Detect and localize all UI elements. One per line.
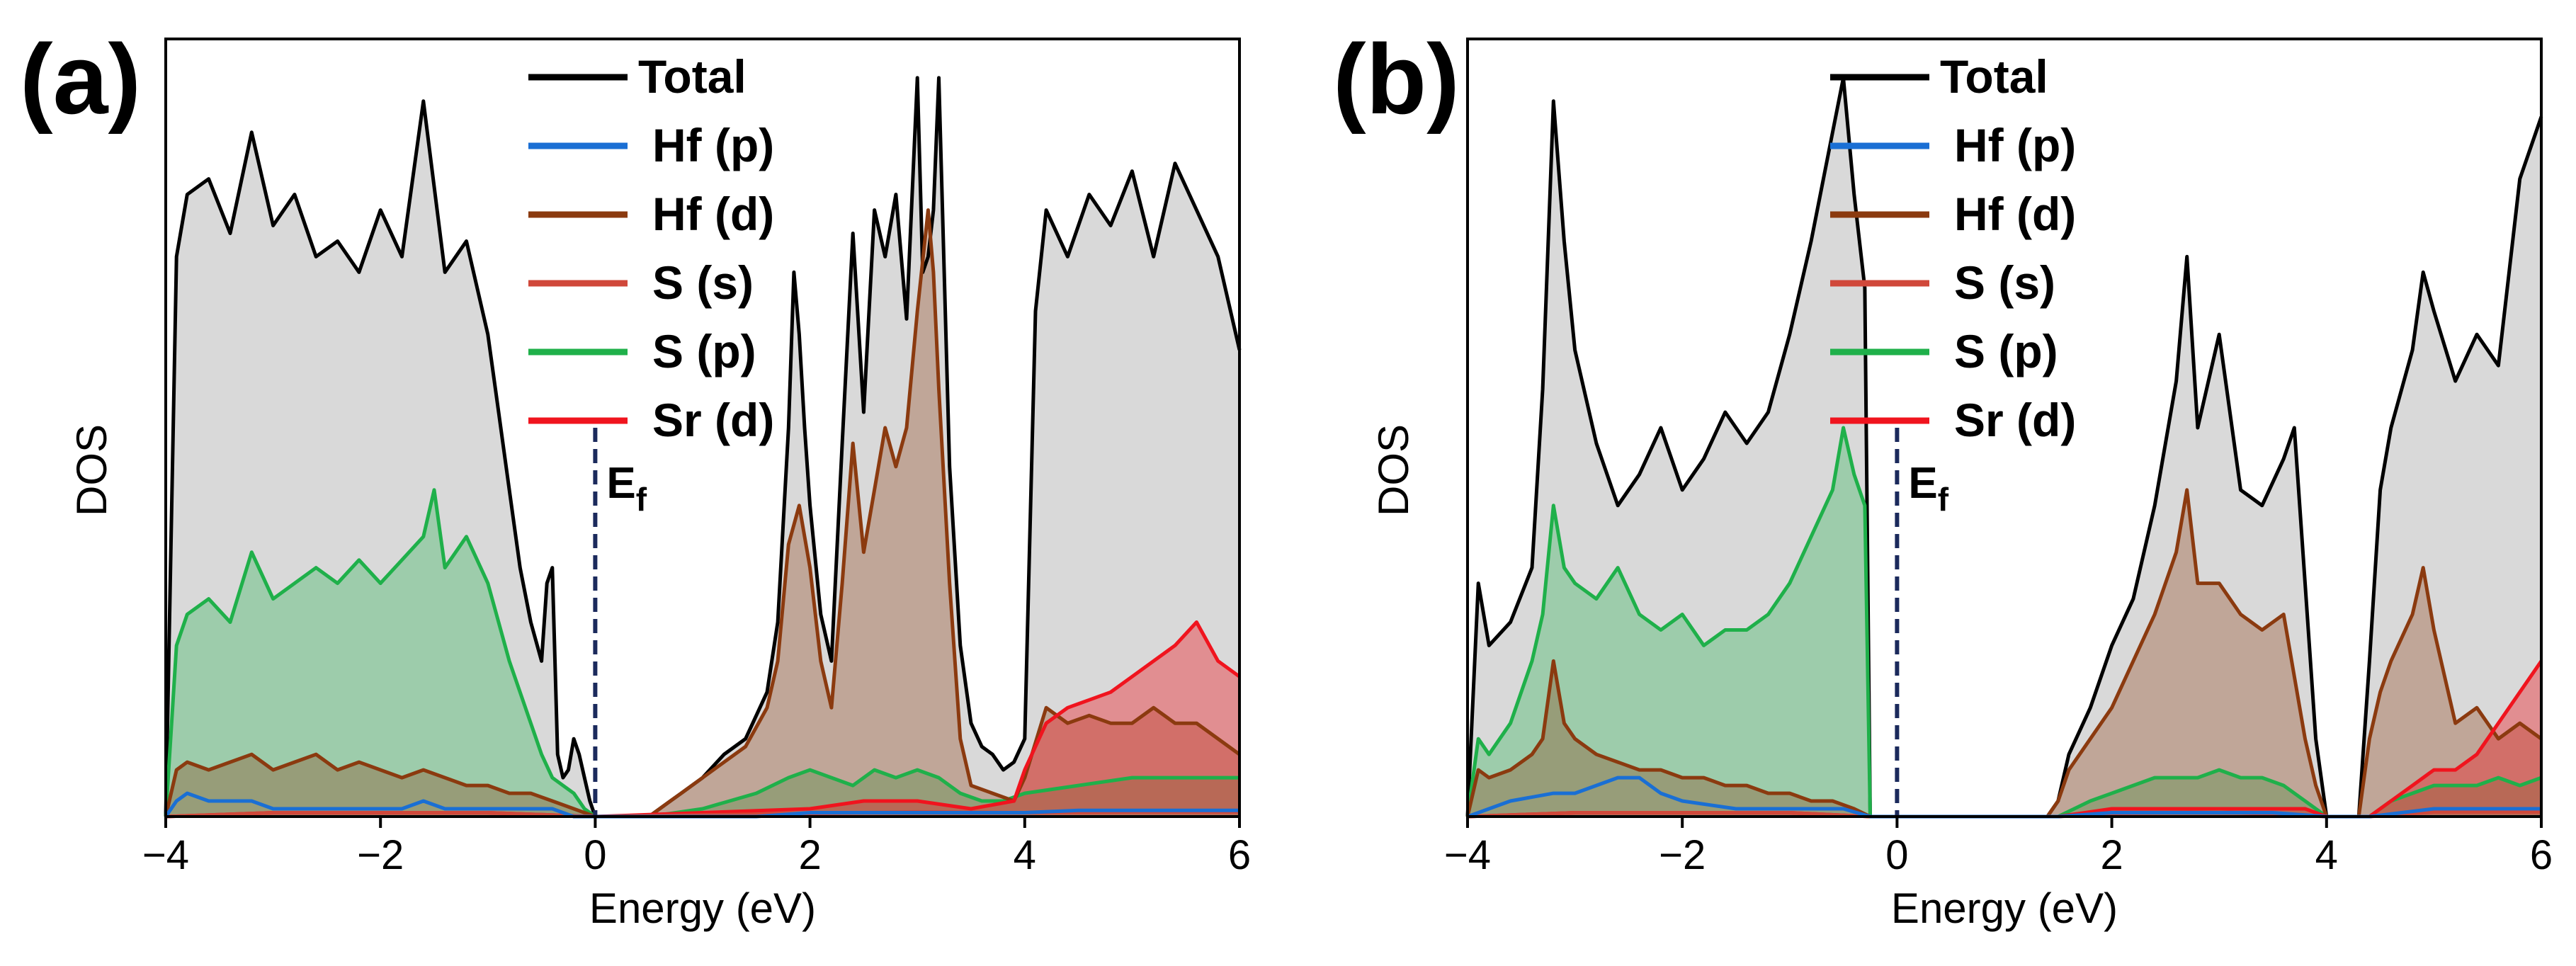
legend-label-sr-d: Sr (d) bbox=[652, 394, 774, 446]
series-line-hf-p bbox=[164, 791, 1239, 819]
x-tick-label: 6 bbox=[2530, 832, 2553, 878]
x-tick-label: 0 bbox=[1885, 832, 1908, 878]
x-tick-label: −4 bbox=[1444, 832, 1491, 878]
x-tick-label: 4 bbox=[2315, 832, 2338, 878]
area-s-p bbox=[166, 489, 1239, 817]
x-tick-label: 0 bbox=[584, 832, 606, 878]
fermi-level-label-sub: f bbox=[1938, 481, 1949, 518]
area-hf-d bbox=[166, 210, 1239, 817]
area-sr-d bbox=[1468, 661, 2541, 817]
fermi-level-label-main: E bbox=[1908, 459, 1937, 508]
series-line-hf-d bbox=[1465, 488, 2543, 819]
x-tick-label: 2 bbox=[2100, 832, 2123, 878]
x-tick-label: −2 bbox=[1659, 832, 1706, 878]
series-line-total bbox=[164, 76, 1242, 819]
fermi-level-label-main: E bbox=[606, 459, 635, 508]
legend-label-hf-p: Hf (p) bbox=[1954, 119, 2076, 171]
y-axis-label: DOS bbox=[1370, 424, 1417, 516]
plot-frame bbox=[1466, 38, 2543, 818]
panel-letter: (a) bbox=[20, 23, 141, 135]
panel-letter: (b) bbox=[1333, 23, 1460, 135]
area-hf-d bbox=[1468, 489, 2541, 817]
legend-label-hf-p: Hf (p) bbox=[652, 119, 774, 171]
fermi-level-label-sub: f bbox=[636, 481, 647, 518]
y-axis-label: DOS bbox=[68, 424, 115, 516]
legend-label-s-s: S (s) bbox=[1954, 256, 2055, 309]
panel-a: Ef −4 −2 0 2 4 6 Energy (eV) DOS (a) Total Hf (p) Hf… bbox=[20, 23, 1251, 932]
legend-label-total: Total bbox=[1940, 50, 2048, 103]
x-axis-label: Energy (eV) bbox=[1891, 885, 2118, 932]
area-s-p bbox=[1468, 428, 2541, 817]
series-line-s-p bbox=[164, 488, 1239, 819]
fermi-level-label: Ef bbox=[1908, 459, 1948, 518]
legend-label-s-p: S (p) bbox=[1954, 325, 2058, 377]
panel-b: Ef −4 −2 0 2 4 6 Energy (eV) DOS (b) Total Hf (p) Hf… bbox=[1333, 23, 2553, 932]
legend-label-total: Total bbox=[638, 50, 747, 103]
legend-label-hf-d: Hf (d) bbox=[1954, 188, 2076, 240]
x-tick-label: −2 bbox=[357, 832, 404, 878]
x-axis-label: Energy (eV) bbox=[589, 885, 816, 932]
x-tick-label: 2 bbox=[798, 832, 821, 878]
x-tick-label: 4 bbox=[1014, 832, 1036, 878]
x-tick-label: 6 bbox=[1228, 832, 1251, 878]
legend-label-hf-d: Hf (d) bbox=[652, 188, 774, 240]
legend-label-s-p: S (p) bbox=[652, 325, 756, 377]
legend-label-s-s: S (s) bbox=[652, 256, 754, 309]
area-sr-d bbox=[166, 622, 1239, 817]
fermi-level-label: Ef bbox=[606, 459, 647, 518]
x-tick-label: −4 bbox=[142, 832, 189, 878]
area-total bbox=[1468, 77, 2541, 817]
legend-label-sr-d: Sr (d) bbox=[1954, 394, 2076, 446]
area-total bbox=[166, 77, 1239, 817]
plot-frame bbox=[164, 38, 1241, 818]
